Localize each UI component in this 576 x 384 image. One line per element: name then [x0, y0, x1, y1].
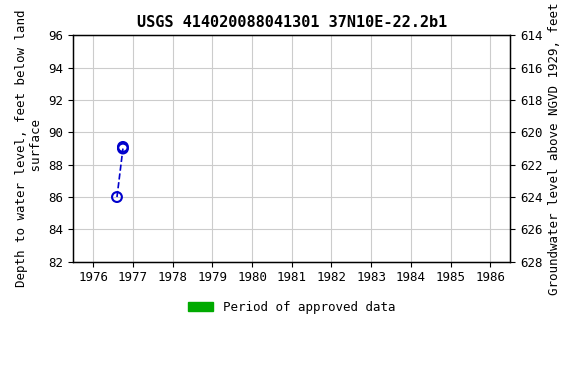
Y-axis label: Groundwater level above NGVD 1929, feet: Groundwater level above NGVD 1929, feet: [548, 2, 561, 295]
Bar: [115, 23, 125, 28]
Point: [112, 194, 122, 200]
Point: [118, 146, 127, 152]
Point: [480, 24, 489, 30]
Title: USGS 414020088041301 37N10E-22.2b1: USGS 414020088041301 37N10E-22.2b1: [137, 15, 447, 30]
Y-axis label: Depth to water level, feet below land
 surface: Depth to water level, feet below land su…: [15, 10, 43, 287]
Legend: Period of approved data: Period of approved data: [183, 296, 400, 319]
Point: [118, 144, 127, 150]
